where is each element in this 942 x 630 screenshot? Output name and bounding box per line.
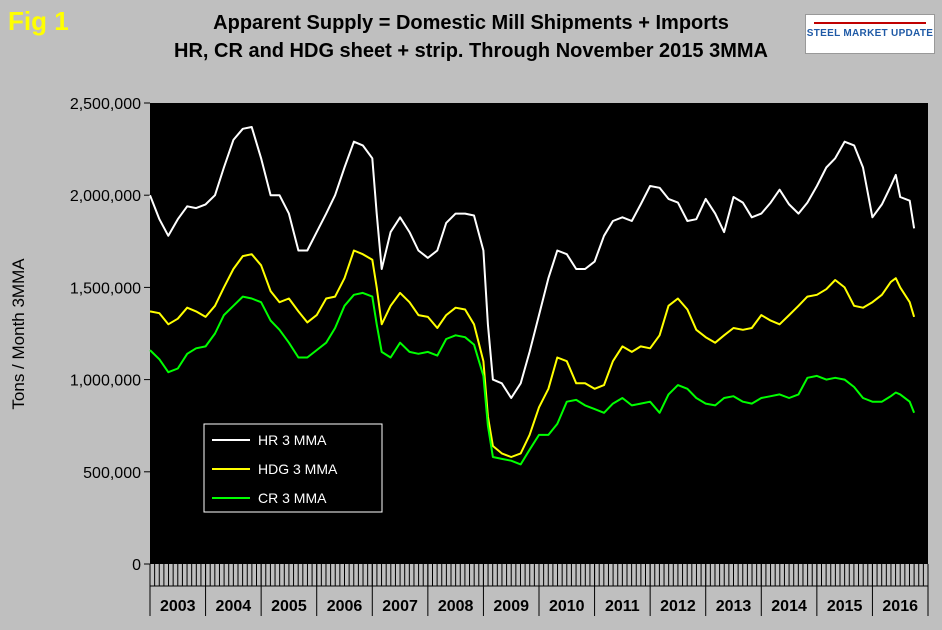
legend-label-hdg: HDG 3 MMA (258, 461, 338, 477)
x-tick-label: 2016 (882, 598, 918, 615)
x-tick-label: 2005 (271, 598, 307, 615)
y-tick-label: 500,000 (83, 465, 141, 482)
y-tick-label: 1,500,000 (70, 280, 141, 297)
legend: HR 3 MMA HDG 3 MMA CR 3 MMA (203, 423, 383, 513)
series-line-hdg (149, 249, 916, 458)
chart-subtitle: HR, CR and HDG sheet + strip. Through No… (174, 40, 768, 62)
x-tick-label: 2007 (382, 598, 418, 615)
series-line-hr (149, 126, 916, 399)
steel-market-update-logo: STEEL MARKET UPDATE (805, 14, 935, 54)
x-tick-label: 2004 (216, 598, 252, 615)
logo-text: STEEL MARKET UPDATE (806, 28, 934, 39)
x-axis: 2003 2004 2005 2006 2007 2008 2009 2010 2011 2012… (149, 564, 929, 616)
legend-label-cr: CR 3 MMA (258, 490, 327, 506)
x-tick-label: 2009 (493, 598, 529, 615)
x-tick-label: 2015 (827, 598, 863, 615)
legend-label-hr: HR 3 MMA (258, 432, 327, 448)
chart-title: Apparent Supply = Domestic Mill Shipment… (213, 12, 729, 34)
x-tick-label: 2006 (327, 598, 363, 615)
logo-accent-bar (814, 22, 926, 24)
x-tick-label: 2012 (660, 598, 696, 615)
x-tick-label: 2013 (716, 598, 752, 615)
x-tick-label: 2003 (160, 598, 196, 615)
x-tick-label: 2014 (771, 598, 807, 615)
x-tick-label: 2008 (438, 598, 474, 615)
figure-label: Fig 1 (8, 6, 69, 36)
y-tick-label: 2,500,000 (70, 96, 141, 113)
x-tick-label: 2010 (549, 598, 585, 615)
y-tick-label: 2,000,000 (70, 188, 141, 205)
series-lines (149, 126, 916, 466)
y-tick-label: 0 (132, 557, 141, 574)
x-tick-label: 2011 (605, 598, 640, 615)
series-line-cr (149, 291, 916, 466)
y-axis-title: Tons / Month 3MMA (9, 258, 28, 410)
y-tick-label: 1,000,000 (70, 373, 141, 390)
y-axis: 0 500,000 1,000,000 1,500,000 2,000,000 2,500… (70, 96, 150, 574)
